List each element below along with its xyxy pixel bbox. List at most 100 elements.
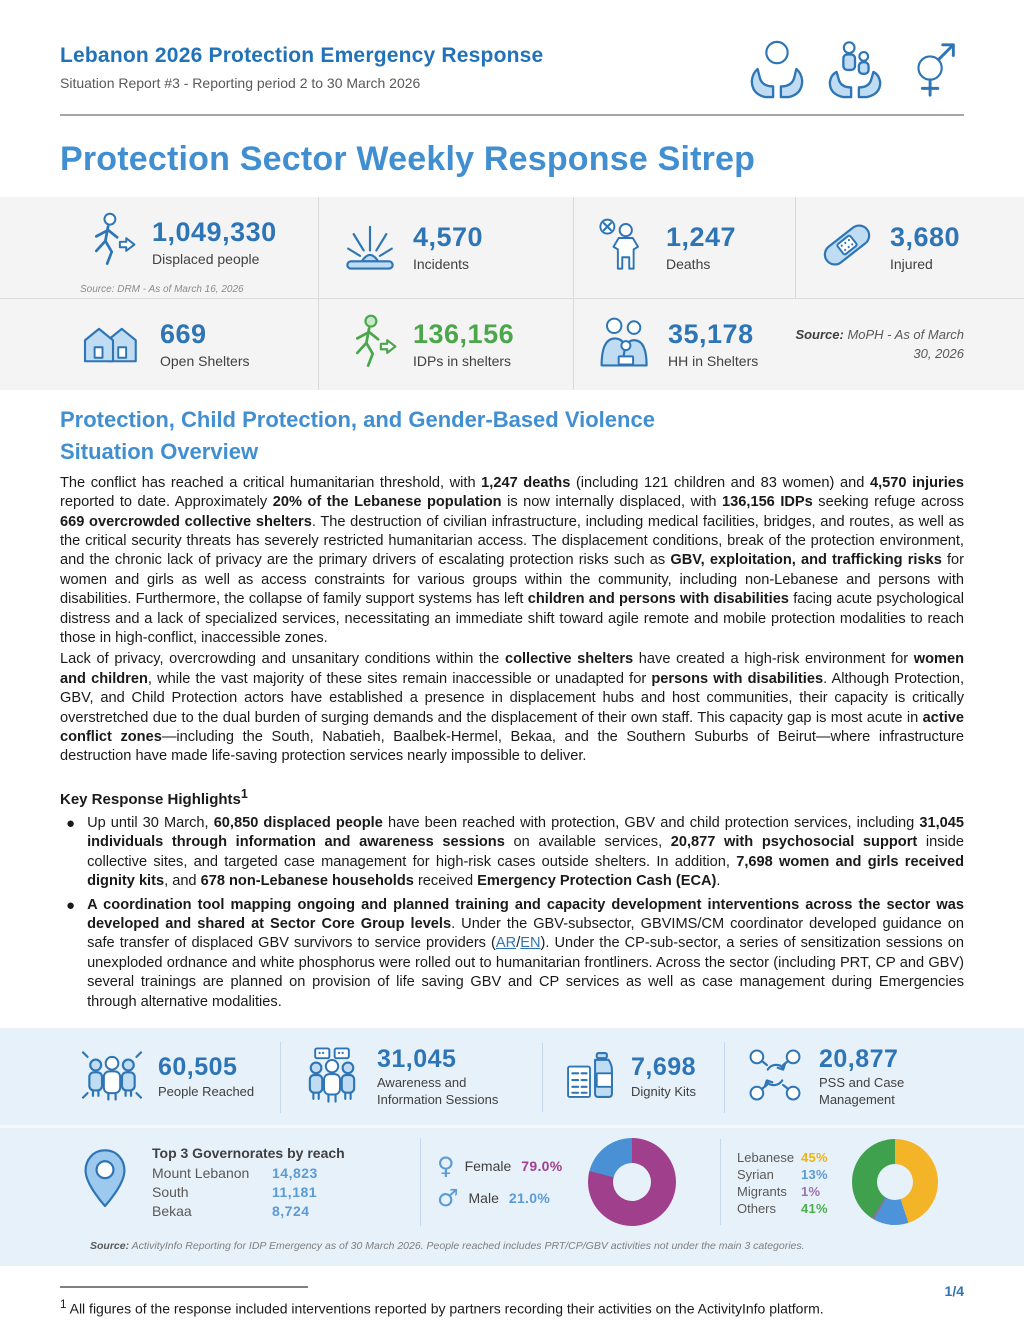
table-row: Mount Lebanon 14,823 (152, 1164, 318, 1181)
nationality-donut-chart (851, 1138, 938, 1225)
key-figures-band: 1,049,330 Displaced people Source: DRM -… (0, 197, 1024, 390)
section-heading-line1: Protection, Child Protection, and Gender… (60, 407, 655, 432)
stat-open-shelters: 669 Open Shelters (60, 299, 318, 390)
explosion-icon (341, 216, 399, 279)
case-management-network-icon (745, 1046, 805, 1109)
list-item: ● A coordination tool mapping ongoing an… (60, 896, 964, 1012)
footnote-number: 1 (60, 1297, 67, 1311)
bullet-text: Up until 30 March, 60,850 displaced peop… (87, 814, 964, 890)
stat-label: PSS and Case Management (819, 1075, 905, 1108)
report-header: Lebanon 2026 Protection Emergency Respon… (0, 0, 1024, 100)
inline-link[interactable]: AR (495, 935, 517, 952)
nationality-group: Lebanese 45% Syrian 13% Migrants 1% Othe… (720, 1138, 984, 1225)
location-pin-icon (78, 1146, 132, 1217)
stat-label: Injured (890, 255, 933, 272)
stat-label: HH in Shelters (668, 352, 759, 369)
stat-label: People Reached (158, 1083, 255, 1099)
governorates-group: Top 3 Governorates by reach Mount Lebano… (60, 1145, 420, 1219)
legend-row: Syrian 13% (737, 1166, 828, 1182)
stat-text: 7,698 Dignity Kits (631, 1054, 696, 1100)
hygiene-kit-icon (563, 1047, 617, 1108)
report-title: Lebanon 2026 Protection Emergency Respon… (60, 44, 544, 67)
legend-row: ♀ Female 79.0% (437, 1151, 563, 1180)
stat-text: 669 Open Shelters (160, 319, 250, 369)
stat-value: 4,570 (413, 222, 484, 253)
stat-value: 669 (160, 319, 207, 350)
moph-source-note: Source: MoPH - As of March 30, 2026 (795, 326, 964, 361)
legend-row: ♂ Male 21.0% (437, 1183, 551, 1212)
stat-text: 31,045 Awareness and Information Session… (377, 1046, 534, 1109)
section-heading: Protection, Child Protection, and Gender… (60, 404, 964, 468)
stat-idps-in-shelters: 136,156 IDPs in shelters (318, 299, 573, 390)
situation-overview-text: The conflict has reached a critical huma… (60, 474, 964, 767)
activityinfo-source-note: Source: ActivityInfo Reporting for IDP E… (90, 1239, 805, 1252)
stat-displaced: 1,049,330 Displaced people Source: DRM -… (60, 197, 318, 298)
table-title: Top 3 Governorates by reach (152, 1144, 345, 1161)
footnote-ref: 1 (240, 786, 248, 801)
highlights-list: ● Up until 30 March, 60,850 displaced pe… (60, 814, 964, 1012)
stat-awareness-sessions: 31,045 Awareness and Information Session… (280, 1041, 542, 1113)
stat-value: 7,698 (631, 1053, 697, 1082)
section-heading-line2: Situation Overview (60, 438, 259, 464)
legend-row: Lebanese 45% (737, 1149, 828, 1165)
legend-row: Others 41% (737, 1200, 828, 1216)
gender-group: ♀ Female 79.0% ♂ Male 21.0% (420, 1137, 720, 1226)
stat-text: 3,680 Injured (890, 222, 961, 272)
stat-text: 35,178 HH in Shelters (668, 319, 759, 369)
stat-label: Awareness and Information Sessions (377, 1075, 499, 1108)
governorates-table: Top 3 Governorates by reach Mount Lebano… (152, 1145, 345, 1219)
protection-hands-icon (746, 38, 808, 100)
footnote: 1 All figures of the response included i… (60, 1297, 824, 1317)
idp-running-person-icon (341, 313, 399, 376)
bullet-marker: ● (66, 896, 76, 914)
stat-people-reached: 60,505 People Reached (60, 1042, 280, 1113)
highlights-title: Key Response Highlights1 (60, 786, 248, 808)
stat-text: 136,156 IDPs in shelters (413, 319, 515, 369)
people-group-icon (80, 1046, 144, 1109)
table-row: South 11,181 (152, 1183, 318, 1200)
stat-value: 1,247 (666, 222, 737, 253)
stat-label: IDPs in shelters (413, 352, 512, 369)
drm-source-note: Source: DRM - As of March 16, 2026 (80, 284, 244, 295)
overview-paragraph: The conflict has reached a critical huma… (60, 474, 965, 647)
deceased-person-icon (596, 216, 652, 279)
legend-row: Migrants 1% (737, 1183, 821, 1199)
footnote-divider (60, 1285, 308, 1288)
stat-text: 1,247 Deaths (666, 222, 737, 272)
female-symbol-icon: ♀ (437, 1151, 455, 1180)
stat-deaths: 1,247 Deaths (573, 197, 795, 298)
stat-label: Open Shelters (160, 352, 250, 369)
inline-link[interactable]: EN (520, 935, 541, 952)
displaced-person-icon (80, 211, 138, 274)
stat-hh-in-shelters: 35,178 HH in Shelters (573, 299, 795, 390)
report-subtitle: Situation Report #3 - Reporting period 2… (60, 75, 421, 91)
shelter-houses-icon (80, 314, 146, 375)
bullet-marker: ● (66, 814, 76, 832)
list-item: ● Up until 30 March, 60,850 displaced pe… (60, 814, 964, 892)
stat-value: 20,877 (819, 1044, 899, 1073)
bandage-icon (818, 216, 876, 279)
nationality-legend: Lebanese 45% Syrian 13% Migrants 1% Othe… (737, 1148, 828, 1216)
awareness-group-icon (301, 1046, 363, 1109)
response-figures-band: 60,505 People Reached (0, 1027, 1024, 1266)
sector-logos (746, 38, 964, 100)
table-row: Bekaa 8,724 (152, 1202, 310, 1219)
stat-label: Deaths (666, 255, 711, 272)
gender-symbol-icon (902, 38, 964, 100)
stat-injured: 3,680 Injured (795, 197, 964, 298)
stat-value: 60,505 (158, 1053, 238, 1082)
stat-pss-case-management: 20,877 PSS and Case Management (724, 1041, 964, 1113)
stat-value: 35,178 (668, 319, 754, 350)
overview-paragraph: Lack of privacy, overcrowding and unsani… (60, 651, 965, 765)
stat-value: 31,045 (377, 1044, 457, 1073)
stat-value: 136,156 (413, 319, 515, 350)
stat-value: 3,680 (890, 222, 961, 253)
stat-label: Incidents (413, 255, 470, 272)
header-titles: Lebanon 2026 Protection Emergency Respon… (60, 44, 543, 91)
stat-incidents: 4,570 Incidents (318, 197, 573, 298)
page-title: Protection Sector Weekly Response Sitrep (60, 140, 756, 178)
key-figures-row-1: 1,049,330 Displaced people Source: DRM -… (0, 197, 1024, 299)
key-figures-row-2: 669 Open Shelters 136,156 IDPs in shelte… (0, 299, 1024, 390)
family-icon (596, 315, 654, 374)
